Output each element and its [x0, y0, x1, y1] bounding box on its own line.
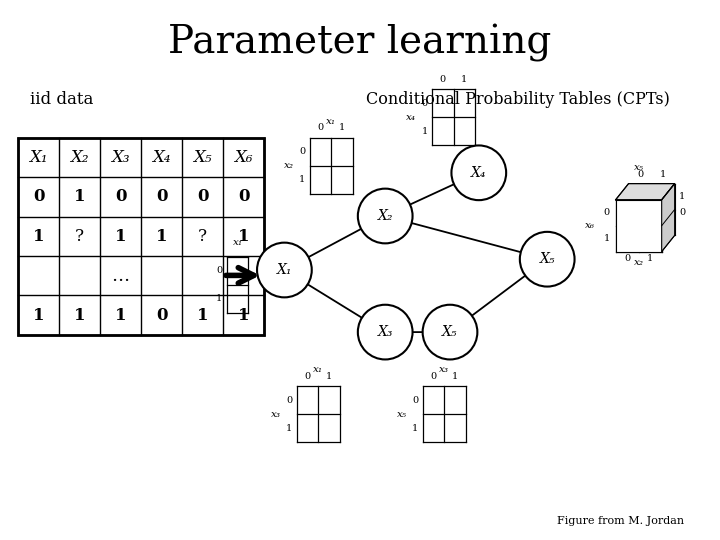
Text: 1: 1: [197, 307, 208, 323]
Text: X₃: X₃: [377, 325, 393, 339]
Text: 1: 1: [33, 228, 44, 245]
Text: X₅: X₅: [539, 252, 555, 266]
Text: X₂: X₂: [71, 149, 89, 166]
Text: 1: 1: [286, 424, 292, 433]
Text: X₁: X₁: [30, 149, 48, 166]
Text: 0: 0: [197, 188, 208, 205]
Ellipse shape: [451, 145, 506, 200]
Text: 1: 1: [115, 307, 126, 323]
Text: 0: 0: [238, 188, 249, 205]
Text: x₁: x₁: [313, 365, 323, 374]
Ellipse shape: [358, 188, 413, 244]
Text: x₅: x₅: [397, 410, 407, 418]
Ellipse shape: [423, 305, 477, 360]
Text: 1: 1: [238, 228, 249, 245]
Text: 0: 0: [299, 147, 305, 156]
Ellipse shape: [257, 242, 312, 298]
Text: 1: 1: [326, 372, 332, 381]
Text: 1: 1: [74, 188, 85, 205]
Text: 0: 0: [286, 396, 292, 404]
Text: X₂: X₂: [377, 209, 393, 223]
Text: 0: 0: [115, 188, 126, 205]
Text: x₃: x₃: [271, 410, 281, 418]
Text: 0: 0: [603, 208, 610, 217]
Text: 0: 0: [412, 396, 418, 404]
Text: x₅: x₅: [634, 163, 644, 172]
Text: Parameter learning: Parameter learning: [168, 24, 552, 62]
Text: 1: 1: [339, 123, 345, 132]
Text: 1: 1: [238, 307, 249, 323]
Bar: [616, 200, 662, 252]
Text: 1: 1: [216, 294, 222, 303]
Text: x₄: x₄: [406, 113, 416, 122]
Text: 0: 0: [624, 254, 630, 263]
Text: ?: ?: [75, 228, 84, 245]
Text: 0: 0: [431, 372, 436, 381]
Text: 0: 0: [216, 266, 222, 275]
Text: 1: 1: [74, 307, 85, 323]
Text: X₅: X₅: [442, 325, 458, 339]
Ellipse shape: [358, 305, 413, 360]
Text: 1: 1: [299, 176, 305, 184]
Text: 1: 1: [115, 228, 126, 245]
Text: Figure from M. Jordan: Figure from M. Jordan: [557, 516, 684, 526]
Text: x₁: x₁: [326, 117, 336, 126]
Text: 1: 1: [421, 127, 428, 136]
Text: x₁: x₁: [233, 238, 243, 247]
Text: 1: 1: [452, 372, 458, 381]
Polygon shape: [662, 184, 675, 252]
Text: 0: 0: [156, 188, 167, 205]
Text: Conditional Probability Tables (CPTs): Conditional Probability Tables (CPTs): [366, 91, 670, 109]
Text: x₃: x₃: [439, 365, 449, 374]
Text: X₄: X₄: [153, 149, 171, 166]
Text: X₆: X₆: [235, 149, 253, 166]
Text: x₂: x₂: [284, 161, 294, 170]
Text: 1: 1: [156, 228, 167, 245]
Text: X₅: X₅: [194, 149, 212, 166]
Text: …: …: [112, 267, 130, 285]
Text: 0: 0: [679, 208, 685, 217]
Text: 1: 1: [660, 170, 666, 179]
Text: 0: 0: [156, 307, 167, 323]
Bar: [18, 138, 264, 335]
Text: X₃: X₃: [112, 149, 130, 166]
Text: x₆: x₆: [585, 221, 595, 230]
Text: 0: 0: [440, 75, 446, 84]
Text: 1: 1: [462, 75, 467, 84]
Text: ?: ?: [198, 228, 207, 245]
Text: iid data: iid data: [30, 91, 93, 109]
Text: 0: 0: [33, 188, 44, 205]
Text: 1: 1: [33, 307, 44, 323]
Text: 0: 0: [637, 170, 643, 179]
Text: 0: 0: [318, 123, 323, 132]
Text: 0: 0: [421, 99, 428, 107]
Text: X₁: X₁: [276, 263, 292, 277]
Ellipse shape: [520, 232, 575, 287]
Text: 1: 1: [647, 254, 653, 263]
Text: x₂: x₂: [634, 258, 644, 267]
Text: 0: 0: [305, 372, 310, 381]
Text: 1: 1: [412, 424, 418, 433]
Text: 1: 1: [603, 234, 610, 243]
Text: 1: 1: [679, 192, 685, 201]
Polygon shape: [616, 184, 675, 200]
Text: X₄: X₄: [471, 166, 487, 180]
